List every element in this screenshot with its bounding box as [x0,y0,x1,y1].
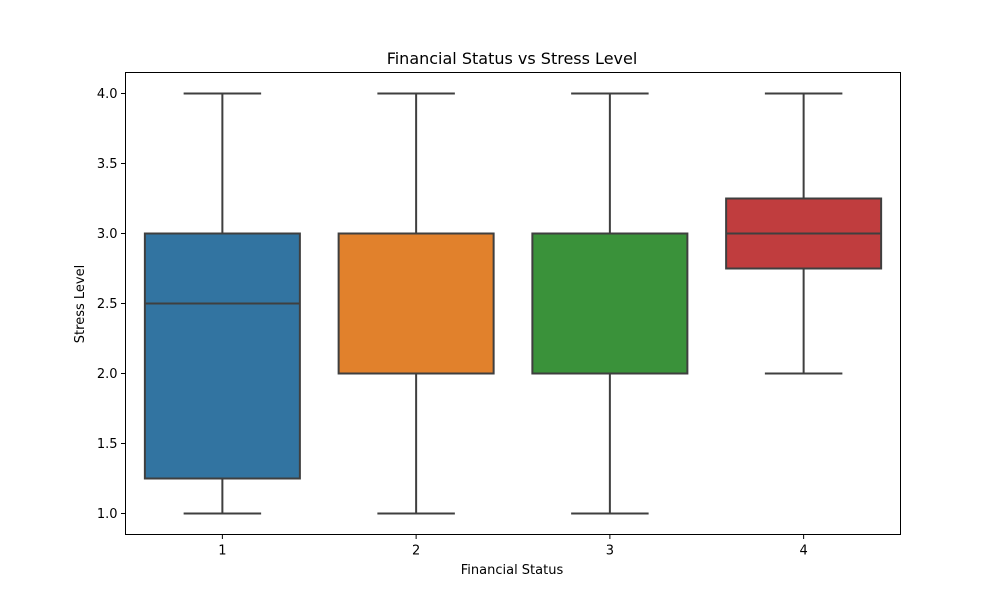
box [143,232,301,480]
y-axis: 1.0 1.5 2.0 2.5 3.0 3.5 4.0 [97,87,126,522]
y-tick-label: 3.5 [97,157,118,172]
chart-title: Financial Status vs Stress Level [387,49,638,68]
box-group-2 [337,92,495,515]
y-tick-label: 1.5 [97,437,118,452]
box-group-4 [725,92,883,375]
y-tick-label: 3.0 [97,227,118,242]
y-tick-label: 1.0 [97,507,118,522]
box [531,232,689,375]
box-group-1 [143,92,301,515]
y-axis-label: Stress Level [73,265,88,343]
x-tick-label: 2 [412,544,420,559]
x-axis: 1 2 3 4 [218,534,808,559]
x-tick-label: 1 [218,544,226,559]
x-tick-label: 4 [799,544,807,559]
x-tick-label: 3 [606,544,614,559]
x-axis-label: Financial Status [461,563,564,578]
y-tick-label: 4.0 [97,87,118,102]
y-tick-label: 2.0 [97,367,118,382]
box [337,232,495,375]
boxes-layer [143,92,883,515]
y-tick-label: 2.5 [97,297,118,312]
box-group-3 [531,92,689,515]
